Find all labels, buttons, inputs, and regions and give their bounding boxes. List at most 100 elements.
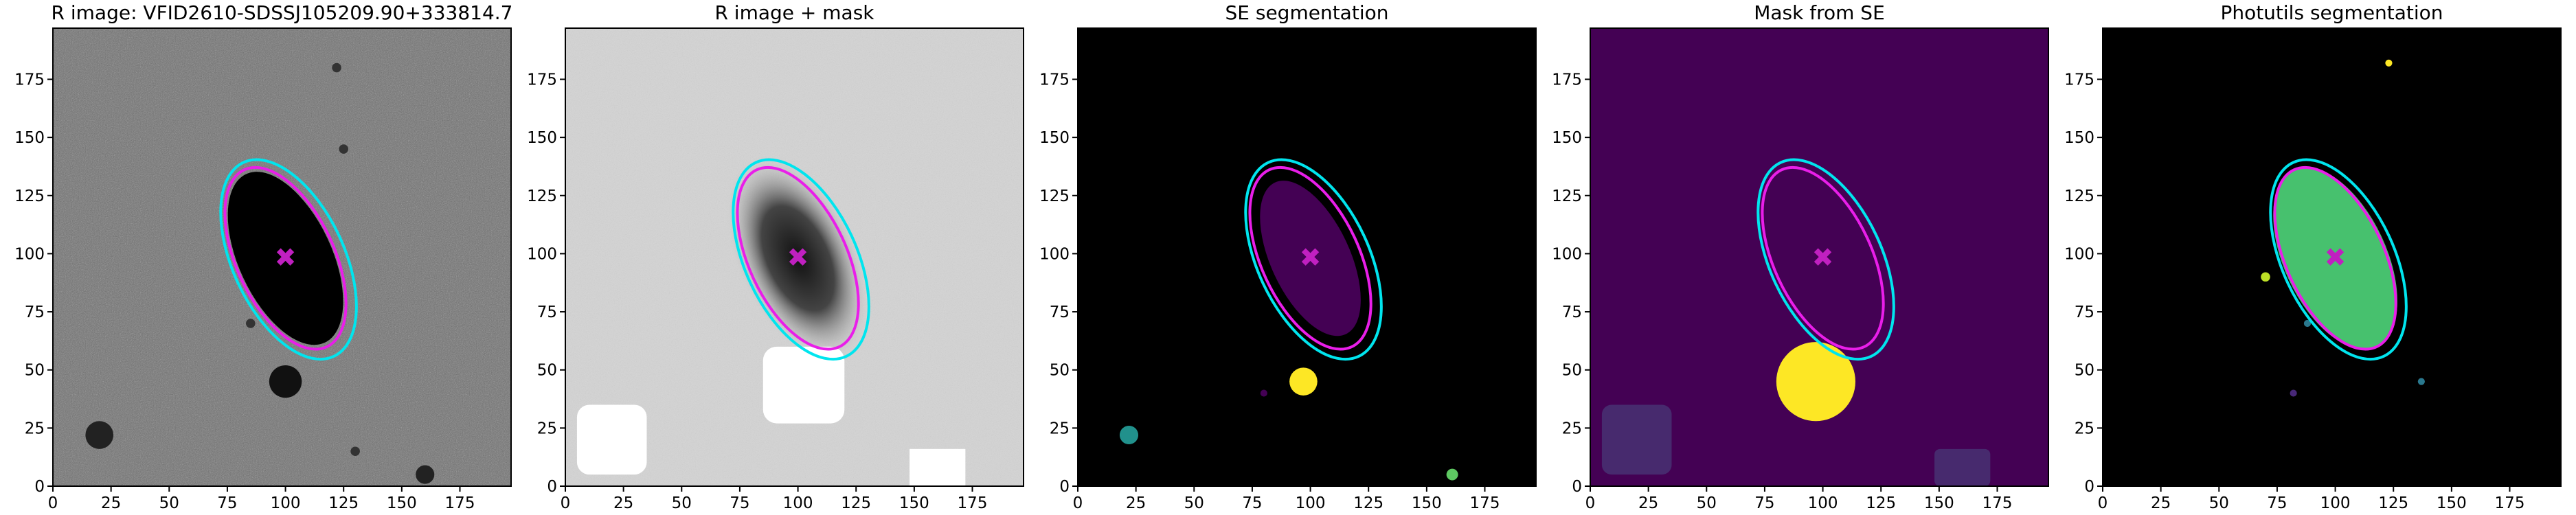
- panel: SE segmentation ✖ 0 25 50 75 100 125 150 175 0 25 50…: [1039, 1, 1537, 512]
- x-tick-label: 75: [730, 494, 749, 512]
- x-tick-label: 50: [1184, 494, 1204, 512]
- y-tick-label: 50: [1050, 362, 1070, 380]
- x-tick-label: 75: [2267, 494, 2287, 512]
- x-tick-label: 0: [48, 494, 58, 512]
- panel-title: R image: VFID2610-SDSSJ105209.90+333814.…: [52, 1, 513, 24]
- y-tick-label: 125: [14, 187, 45, 205]
- galaxy: [227, 172, 343, 345]
- y-tick-label: 175: [1039, 71, 1070, 89]
- x-tick-label: 50: [2209, 494, 2229, 512]
- x-tick-label: 75: [1754, 494, 1774, 512]
- axes-frame: [52, 27, 512, 487]
- y-tick-label: 125: [527, 187, 557, 205]
- x-tick-label: 100: [1296, 494, 1326, 512]
- y-tick-label: 100: [1552, 245, 1582, 263]
- x-tick-label: 125: [1866, 494, 1896, 512]
- y-tick-label: 125: [1552, 187, 1582, 205]
- ellipse-outline: [1756, 158, 1895, 361]
- center-marker: ✖: [1812, 242, 1834, 273]
- ellipse-outline: [2273, 165, 2397, 351]
- x-tick-label: 50: [1697, 494, 1717, 512]
- x-tick-label: 175: [1982, 494, 2013, 512]
- ellipse-outline: [1248, 165, 1372, 351]
- center-marker: ✖: [2325, 242, 2347, 273]
- blob: [416, 465, 435, 484]
- ellipse-outline: [223, 165, 348, 351]
- y-tick-label: 125: [1039, 187, 1070, 205]
- axes-frame: [1590, 27, 2049, 487]
- x-tick-label: 125: [841, 494, 871, 512]
- image: ✖: [2103, 28, 2561, 486]
- mask-region: [1601, 404, 1672, 475]
- y-tick-label: 25: [537, 420, 557, 437]
- x-tick-label: 175: [1470, 494, 1500, 512]
- panel-title: SE segmentation: [1225, 1, 1389, 24]
- axes-frame: [2102, 27, 2562, 487]
- x-tick-label: 0: [2098, 494, 2108, 512]
- y-tick-label: 75: [2075, 304, 2094, 321]
- x-tick-label: 100: [2320, 494, 2351, 512]
- mask-region: [1934, 448, 1991, 486]
- blob: [350, 446, 360, 456]
- panel-title: R image + mask: [714, 1, 874, 24]
- ellipse-outline: [219, 158, 358, 361]
- panel: R image + mask ✖ 0 25 50 75 100 125 150 175 0 25 50 7…: [527, 1, 1024, 512]
- ellipse-outline: [736, 165, 860, 351]
- y-tick-label: 150: [2064, 129, 2094, 147]
- y-tick-label: 150: [1039, 129, 1070, 147]
- axes-frame: [565, 27, 1024, 487]
- y-tick-label: 50: [1562, 362, 1582, 380]
- y-tick-label: 175: [14, 71, 45, 89]
- x-tick-label: 50: [159, 494, 179, 512]
- x-tick-label: 0: [561, 494, 571, 512]
- ellipse-outline: [2269, 158, 2408, 361]
- center-marker: ✖: [787, 242, 809, 273]
- y-tick-label: 150: [14, 129, 45, 147]
- mask-region: [909, 448, 966, 486]
- y-tick-label: 100: [2064, 245, 2094, 263]
- x-tick-label: 125: [1353, 494, 1383, 512]
- y-tick-label: 125: [2064, 187, 2094, 205]
- y-tick-label: 25: [1050, 420, 1070, 437]
- blob: [2303, 319, 2312, 328]
- y-tick-label: 100: [527, 245, 557, 263]
- mask-region: [762, 346, 845, 424]
- y-tick-label: 25: [25, 420, 45, 437]
- image: ✖: [53, 28, 511, 486]
- y-tick-label: 50: [25, 362, 45, 380]
- panel: Photutils segmentation ✖ 0 25 50 75 100 125 150 1…: [2064, 1, 2562, 512]
- y-tick-label: 50: [2075, 362, 2094, 380]
- y-tick-label: 150: [527, 129, 557, 147]
- center-marker: ✖: [1300, 242, 1322, 273]
- x-tick-label: 125: [328, 494, 359, 512]
- x-tick-label: 100: [1808, 494, 1838, 512]
- x-tick-label: 175: [958, 494, 988, 512]
- blob: [2290, 389, 2297, 397]
- x-tick-label: 150: [1924, 494, 1954, 512]
- x-tick-label: 0: [1073, 494, 1083, 512]
- panel: R image: VFID2610-SDSSJ105209.90+333814.…: [14, 1, 512, 512]
- blob: [1289, 367, 1318, 396]
- center-marker: ✖: [275, 242, 297, 273]
- axes-frame: [1077, 27, 1537, 487]
- y-tick-label: 75: [537, 304, 557, 321]
- blob: [2417, 378, 2425, 385]
- y-tick-label: 0: [2084, 478, 2094, 496]
- y-tick-label: 0: [547, 478, 557, 496]
- panel: Mask from SE ✖ 0 25 50 75 100 125 150 175 0 25 50 75 1…: [1552, 1, 2049, 512]
- x-tick-label: 25: [101, 494, 121, 512]
- y-tick-label: 25: [2075, 420, 2094, 437]
- blob: [2261, 272, 2270, 282]
- x-tick-label: 75: [1242, 494, 1262, 512]
- panel-title: Photutils segmentation: [2220, 1, 2443, 24]
- y-tick-label: 75: [25, 304, 45, 321]
- x-tick-label: 75: [217, 494, 237, 512]
- x-tick-label: 50: [672, 494, 692, 512]
- blob: [1119, 425, 1139, 445]
- blob: [1776, 342, 1855, 422]
- ellipse-outline: [1761, 165, 1885, 351]
- y-tick-label: 75: [1562, 304, 1582, 321]
- y-tick-label: 0: [1059, 478, 1070, 496]
- y-tick-label: 25: [1562, 420, 1582, 437]
- y-tick-label: 175: [1552, 71, 1582, 89]
